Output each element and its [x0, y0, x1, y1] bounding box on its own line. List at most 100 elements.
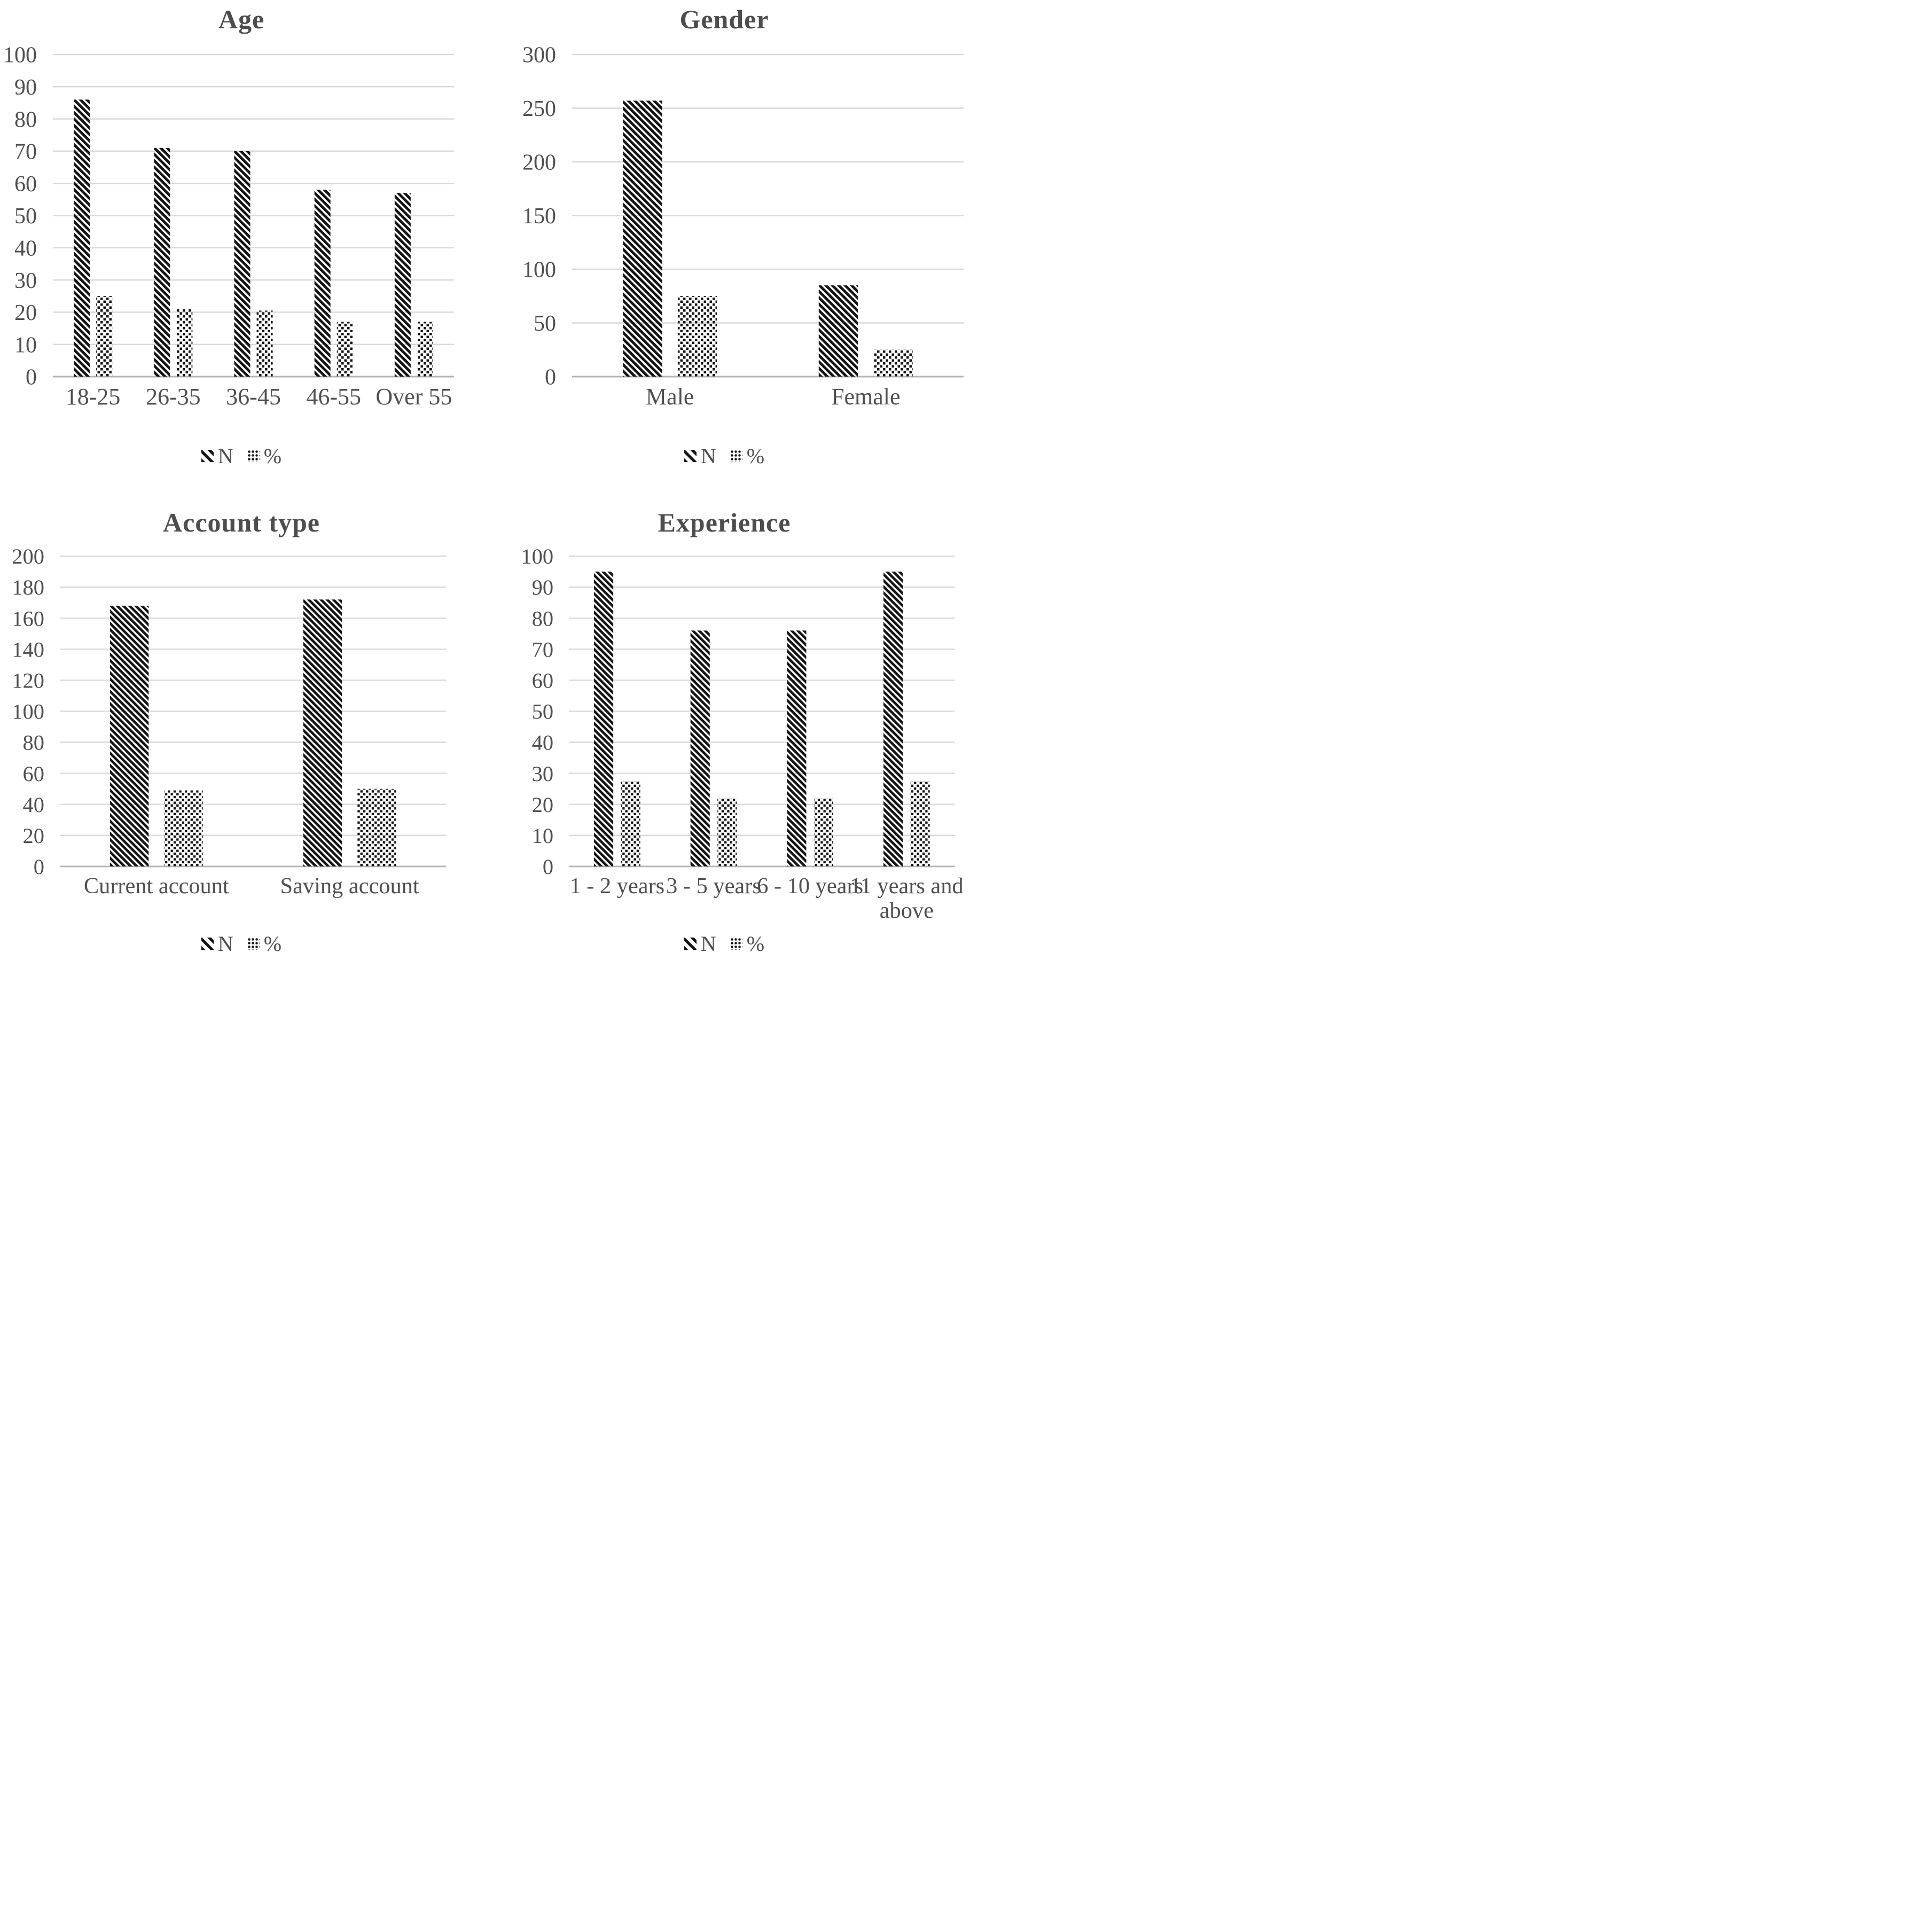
y-tick-label: 180 [12, 576, 44, 600]
dots-series-swatch-icon [730, 938, 742, 950]
bar-pct-0 [96, 296, 113, 377]
bar-pct-1 [176, 309, 193, 377]
dots-series-swatch-icon [247, 450, 260, 462]
bar-pct-0 [621, 781, 640, 867]
bar-pct-1 [873, 349, 913, 377]
y-tick-label: 40 [14, 237, 37, 261]
experience-chart: Experience 0 10 20 30 40 50 60 70 80 90 100 1 - 2 y… [483, 478, 966, 956]
bar-pct-1 [717, 798, 737, 867]
y-tick-label: 100 [12, 700, 44, 724]
experience-chart-title: Experience [658, 507, 791, 537]
gender-chart: Gender 0 50 100 150 200 250 300 Male Female N % [483, 0, 966, 478]
y-tick-label: 10 [532, 824, 553, 848]
bar-pct-1 [357, 789, 396, 867]
y-tick-label: 150 [522, 204, 556, 229]
age-chart: Age 0 10 20 30 40 50 60 70 80 90 100 18-25 26-35 36-4… [0, 0, 483, 478]
bar-n-0 [593, 572, 614, 867]
dots-series-swatch-icon [247, 938, 260, 950]
x-category-label: 6 - 10 years [757, 873, 863, 899]
bar-n-1 [690, 630, 710, 867]
bar-n-2 [234, 151, 251, 377]
bar-n-1 [154, 147, 170, 377]
y-tick-label: 60 [23, 762, 44, 786]
age-chart-legend: N % [201, 443, 281, 469]
y-tick-label: 0 [26, 365, 37, 390]
legend-label-pct: % [746, 444, 765, 468]
y-tick-label: 20 [532, 793, 553, 817]
legend-label-n: N [700, 444, 716, 468]
y-tick-label: 100 [522, 258, 556, 283]
y-tick-label: 300 [522, 43, 556, 68]
legend-label-n: N [217, 444, 233, 468]
y-tick-label: 20 [23, 824, 44, 848]
y-tick-label: 90 [14, 75, 37, 100]
hatch-series-swatch-icon [684, 450, 697, 462]
y-tick-label: 200 [12, 544, 44, 568]
y-tick-label: 30 [14, 269, 37, 293]
experience-chart-legend: N % [684, 931, 764, 956]
y-tick-label: 90 [532, 576, 553, 600]
x-category-label: 26-35 [146, 384, 201, 410]
x-category-label: 1 - 2 years [570, 873, 665, 899]
y-tick-label: 0 [34, 855, 44, 879]
bar-pct-3 [910, 781, 930, 867]
y-tick-label: 100 [3, 43, 37, 68]
bar-n-1 [303, 599, 342, 867]
x-category-label: 18-25 [66, 384, 121, 410]
x-category-label: Saving account [280, 873, 419, 899]
hatch-series-swatch-icon [684, 938, 697, 950]
y-tick-label: 10 [14, 333, 37, 357]
bar-n-2 [787, 630, 807, 867]
x-category-label: Female [831, 384, 901, 410]
legend-label-n: N [217, 932, 233, 956]
y-tick-label: 120 [12, 669, 44, 693]
demographics-figure: Age 0 10 20 30 40 50 60 70 80 90 100 18-25 26-35 36-4… [0, 0, 966, 956]
y-tick-label: 30 [532, 762, 553, 786]
x-category-label: Over 55 [376, 384, 452, 410]
bar-n-0 [623, 100, 662, 377]
bar-n-3 [314, 190, 331, 377]
account-type-bar-plot: 0 20 40 60 80 100 120 140 160 180 200 Current accou… [12, 544, 447, 899]
y-tick-label: 50 [532, 700, 553, 724]
y-tick-label: 80 [23, 731, 44, 755]
bar-pct-4 [417, 322, 433, 377]
y-tick-label: 140 [12, 638, 44, 662]
y-tick-label: 80 [14, 107, 37, 132]
x-category-label: 11 years and above [850, 873, 964, 923]
legend-label-pct: % [746, 932, 765, 956]
x-category-label: Male [646, 384, 694, 410]
y-tick-label: 0 [543, 855, 553, 879]
gender-bar-plot: 0 50 100 150 200 250 300 Male Female [522, 43, 964, 410]
y-tick-label: 50 [14, 204, 37, 229]
y-tick-label: 80 [532, 607, 553, 631]
legend-label-pct: % [263, 444, 282, 468]
bar-pct-3 [337, 322, 353, 377]
y-tick-label: 40 [532, 731, 553, 755]
y-tick-label: 100 [521, 544, 553, 568]
bar-n-4 [394, 193, 411, 377]
age-bar-plot: 0 10 20 30 40 50 60 70 80 90 100 18-25 26-35 36-45 46-… [3, 43, 454, 410]
bar-pct-2 [814, 798, 834, 867]
bar-pct-0 [677, 296, 717, 377]
legend-label-pct: % [263, 932, 282, 956]
bar-pct-2 [256, 310, 273, 377]
bar-n-0 [74, 99, 90, 377]
bar-n-1 [818, 285, 858, 377]
legend-label-n: N [700, 932, 716, 956]
bar-n-0 [109, 606, 149, 867]
y-tick-label: 50 [534, 311, 556, 336]
account-type-chart: Account type 0 20 40 60 80 100 120 140 160 180 200… [0, 478, 483, 956]
experience-bar-plot: 0 10 20 30 40 50 60 70 80 90 100 1 - 2 years 3 - 5 y… [521, 544, 964, 923]
y-tick-label: 200 [522, 151, 556, 175]
x-category-label: 36-45 [226, 384, 281, 410]
dots-series-swatch-icon [730, 450, 742, 462]
y-tick-label: 70 [14, 140, 37, 165]
account-type-chart-title: Account type [163, 507, 320, 537]
y-tick-label: 40 [23, 793, 44, 817]
x-category-label: 3 - 5 years [666, 873, 761, 899]
x-category-label: Current account [84, 873, 229, 899]
y-tick-label: 20 [14, 301, 37, 325]
bar-pct-0 [164, 790, 203, 867]
bar-n-3 [883, 572, 903, 867]
y-tick-label: 70 [532, 638, 553, 662]
